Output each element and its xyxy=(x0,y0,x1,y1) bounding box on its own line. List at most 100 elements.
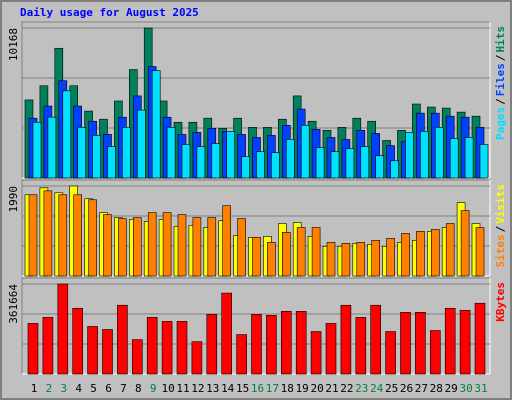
bar xyxy=(266,315,277,375)
bar xyxy=(330,151,340,179)
bar xyxy=(27,323,39,375)
bar xyxy=(267,242,276,277)
x-tick-label: 28 xyxy=(430,382,443,395)
bar xyxy=(356,242,366,277)
bar xyxy=(221,292,232,375)
x-tick-label: 8 xyxy=(135,382,142,395)
bar xyxy=(103,214,112,277)
bar xyxy=(166,127,176,179)
x-tick-label: 1 xyxy=(31,382,38,395)
bar xyxy=(341,243,351,277)
x-tick-label: 24 xyxy=(370,382,384,395)
bar xyxy=(151,70,161,179)
bar xyxy=(237,218,246,277)
y-tick-label: 10168 xyxy=(7,28,20,61)
legend: KBytes xyxy=(494,282,507,322)
bar xyxy=(88,199,97,277)
x-tick-label: 30 xyxy=(459,382,472,395)
bar xyxy=(390,160,399,179)
bar xyxy=(315,147,325,179)
bar xyxy=(251,314,262,375)
x-tick-label: 25 xyxy=(385,382,398,395)
x-tick-label: 3 xyxy=(60,382,67,395)
y-tick-label: 1990 xyxy=(7,186,20,213)
bar xyxy=(107,146,116,179)
legend: Pages/Files/Hits xyxy=(494,26,507,140)
chart-title: Daily usage for August 2025 xyxy=(20,6,199,19)
x-tick-label: 7 xyxy=(120,382,127,395)
x-tick-label: 26 xyxy=(400,382,413,395)
bar xyxy=(340,304,352,375)
bar xyxy=(118,218,127,277)
bar xyxy=(430,229,440,277)
x-tick-label: 6 xyxy=(105,382,112,395)
bar xyxy=(415,312,426,375)
bar xyxy=(444,307,456,375)
bar xyxy=(256,151,265,179)
x-tick-label: 18 xyxy=(281,382,294,395)
bar xyxy=(77,127,86,179)
x-tick-label: 17 xyxy=(266,382,279,395)
bar xyxy=(117,304,128,375)
bar xyxy=(207,217,217,277)
bar xyxy=(58,194,68,277)
legend-entry: Files xyxy=(494,63,507,96)
bar xyxy=(449,138,459,179)
bar xyxy=(296,227,306,277)
x-tick-label: 23 xyxy=(355,382,368,395)
bar xyxy=(102,329,113,375)
x-tick-label: 2 xyxy=(46,382,53,395)
x-tick-label: 20 xyxy=(310,382,323,395)
bar xyxy=(28,194,38,277)
legend-entry: KBytes xyxy=(494,282,507,322)
bar xyxy=(370,304,382,375)
bar xyxy=(385,331,396,375)
bar xyxy=(311,227,321,277)
x-tick-label: 27 xyxy=(415,382,428,395)
x-tick-label: 13 xyxy=(206,382,219,395)
bar xyxy=(475,227,485,277)
bar xyxy=(176,321,188,375)
bar xyxy=(326,242,336,277)
x-tick-label: 11 xyxy=(176,382,189,395)
bar xyxy=(132,339,143,375)
x-tick-label: 15 xyxy=(236,382,249,395)
x-tick-label: 31 xyxy=(474,382,487,395)
bar xyxy=(445,223,455,277)
bar xyxy=(206,314,218,375)
x-tick-label: 10 xyxy=(161,382,174,395)
bar xyxy=(62,90,72,179)
bar xyxy=(72,307,83,375)
bar xyxy=(295,310,307,375)
bar xyxy=(92,135,101,179)
bar xyxy=(211,143,221,179)
bar xyxy=(429,330,441,375)
bar xyxy=(192,217,202,277)
bar xyxy=(236,334,247,375)
bar xyxy=(161,321,173,375)
bar xyxy=(222,205,231,277)
x-tick-label: 5 xyxy=(90,382,97,395)
bar xyxy=(73,194,82,277)
bar xyxy=(371,240,381,277)
bar xyxy=(241,156,250,179)
x-tick-label: 21 xyxy=(325,382,338,395)
bar xyxy=(464,137,474,179)
bar xyxy=(226,131,235,179)
bar xyxy=(479,144,489,179)
bar xyxy=(162,212,172,277)
bar xyxy=(420,131,429,179)
x-tick-label: 16 xyxy=(251,382,264,395)
bar xyxy=(401,233,410,277)
bar xyxy=(191,341,203,375)
bar xyxy=(285,139,295,179)
x-tick-label: 19 xyxy=(296,382,309,395)
bar xyxy=(460,210,470,277)
y-tick-label: 361664 xyxy=(7,284,20,324)
bar xyxy=(280,310,292,375)
bar xyxy=(355,317,367,375)
bar xyxy=(434,127,444,179)
bar xyxy=(137,109,146,179)
bar xyxy=(196,146,206,179)
